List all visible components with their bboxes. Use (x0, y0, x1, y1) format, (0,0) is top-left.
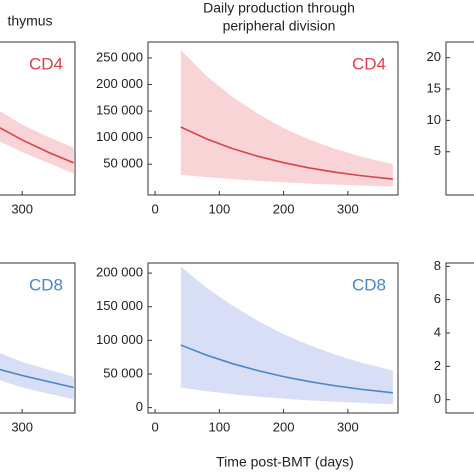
confidence-band (0, 111, 74, 174)
confidence-band (180, 266, 393, 405)
trend-line (0, 126, 75, 164)
panel-label: CD4 (29, 54, 63, 73)
x-tick-label: 300 (11, 201, 33, 216)
trend-line (180, 126, 393, 180)
x-tick-label: 200 (273, 201, 295, 216)
plot-frame (0, 262, 76, 414)
x-tick-label: 0 (151, 419, 158, 434)
plot-frame (147, 41, 399, 196)
y-tick-label: 100 000 (96, 129, 143, 144)
y-tick-label: 8 (434, 258, 441, 273)
y-tick-label: 50 000 (103, 156, 143, 171)
plot-frame (445, 41, 474, 196)
y-tick-label: 15 (427, 80, 441, 95)
plot-frame (147, 262, 399, 414)
confidence-band (180, 49, 393, 187)
x-tick-label: 100 (208, 419, 230, 434)
trend-line (180, 344, 393, 394)
plot-frame (445, 262, 474, 414)
plot-frame (0, 41, 76, 196)
y-tick-label: 20 (427, 49, 441, 64)
y-tick-label: 0 (434, 391, 441, 406)
confidence-band (0, 353, 74, 400)
y-tick-label: 200 000 (96, 76, 143, 91)
x-tick-label: 100 (208, 201, 230, 216)
y-tick-label: 4 (434, 324, 441, 339)
x-tick-label: 300 (337, 201, 359, 216)
x-tick-label: 200 (273, 419, 295, 434)
x-tick-label: 0 (151, 201, 158, 216)
panel-title: thymus (7, 13, 52, 29)
panel-label: CD8 (29, 275, 63, 294)
y-tick-label: 10 (427, 112, 441, 127)
x-tick-label: 300 (337, 419, 359, 434)
x-axis-label: Time post-BMT (days) (216, 454, 354, 470)
y-tick-label: 250 000 (96, 49, 143, 64)
y-tick-label: 5 (434, 143, 441, 158)
y-tick-label: 50 000 (103, 365, 143, 380)
trend-line (0, 368, 74, 389)
panel-label: CD4 (352, 54, 386, 73)
y-tick-label: 150 000 (96, 103, 143, 118)
y-tick-label: 0 (136, 399, 143, 414)
panel-title: peripheral division (223, 18, 336, 34)
y-tick-label: 150 000 (96, 298, 143, 313)
y-tick-label: 200 000 (96, 265, 143, 280)
y-tick-label: 2 (434, 358, 441, 373)
panel-title: Daily production through (203, 0, 355, 16)
y-tick-label: 6 (434, 291, 441, 306)
panel-label: CD8 (352, 275, 386, 294)
x-tick-label: 300 (11, 419, 33, 434)
y-tick-label: 100 000 (96, 332, 143, 347)
